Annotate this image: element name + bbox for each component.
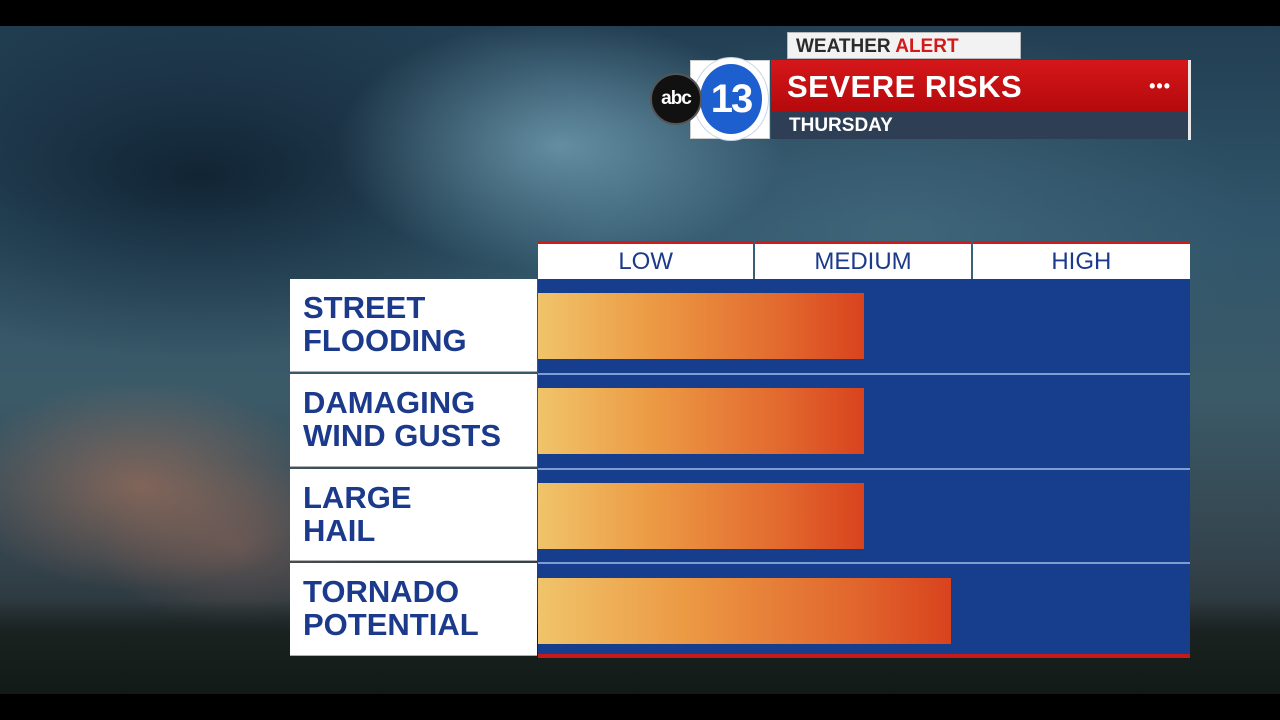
title-bar: SEVERE RISKS ••• <box>771 60 1189 112</box>
header-edge-line <box>1188 60 1191 140</box>
level-label-low: LOW <box>538 241 754 279</box>
level-label-high: HIGH <box>972 241 1190 279</box>
gridline <box>538 372 1190 375</box>
level-header: LOW MEDIUM HIGH <box>538 241 1190 279</box>
category-label-box: STREET FLOODING <box>290 279 537 372</box>
risk-bar <box>538 482 864 549</box>
risk-bar <box>538 293 864 360</box>
category-label-box: LARGE HAIL <box>290 468 537 562</box>
category-label-box: TORNADO POTENTIAL <box>290 563 537 656</box>
chart-title: SEVERE RISKS <box>787 69 1023 104</box>
alert-word: WEATHER <box>796 36 891 57</box>
level-label-medium: MEDIUM <box>755 241 971 279</box>
risk-bar <box>538 388 864 455</box>
risk-bar <box>538 577 951 644</box>
alert-label: ALERT <box>895 36 959 57</box>
category-label-box: DAMAGING WIND GUSTS <box>290 373 537 467</box>
weather-alert-tag: WEATHER ALERT <box>787 32 1021 59</box>
letterbox-bottom <box>0 694 1280 720</box>
chart-subtitle: THURSDAY <box>789 115 893 136</box>
logo-number: 13 <box>710 77 754 121</box>
logo-network: abc <box>661 88 692 109</box>
category-label: STREET FLOODING <box>303 290 467 358</box>
gridline <box>538 467 1190 470</box>
category-label: DAMAGING WIND GUSTS <box>303 384 502 453</box>
category-label: LARGE HAIL <box>303 479 412 548</box>
abc-network-logo-icon: abc <box>650 73 702 125</box>
subtitle-bar: THURSDAY <box>771 112 1189 139</box>
category-label: TORNADO POTENTIAL <box>303 574 479 643</box>
gridline <box>538 562 1190 565</box>
dots-icon: ••• <box>1149 76 1171 96</box>
